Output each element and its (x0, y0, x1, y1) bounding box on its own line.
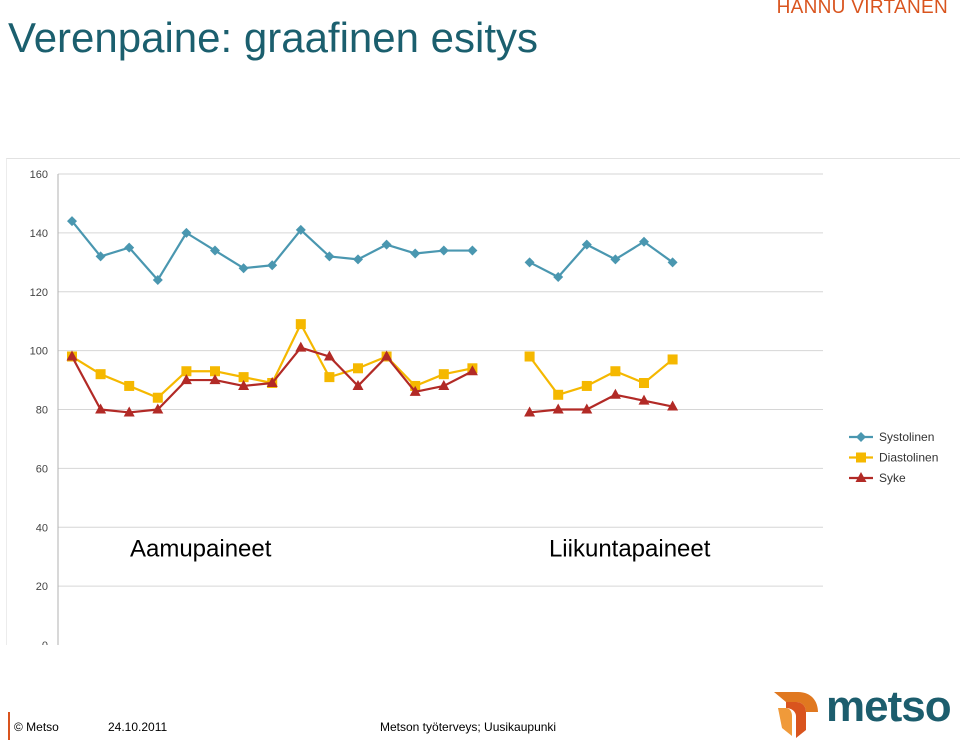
data-point-systolinen (295, 224, 306, 235)
data-point-systolinen (553, 272, 564, 283)
data-point-systolinen (67, 216, 77, 227)
data-point-diastolinen (124, 380, 135, 391)
legend-marker-syke (855, 472, 867, 482)
data-point-diastolinen (524, 351, 535, 362)
data-point-systolinen (381, 239, 392, 250)
logo-wordmark: metso (826, 682, 952, 731)
data-point-diastolinen (610, 366, 621, 377)
data-point-systolinen (410, 248, 421, 259)
data-point-syke (152, 403, 164, 414)
series-line-systolinen (71, 220, 473, 282)
data-point-systolinen (353, 254, 363, 265)
y-tick-label: 20 (36, 581, 48, 593)
series-line-diastolinen (528, 355, 674, 396)
data-point-systolinen (610, 254, 621, 265)
data-point-diastolinen (438, 369, 449, 380)
data-point-syke (209, 374, 221, 385)
data-point-diastolinen (353, 363, 363, 374)
data-point-systolinen (524, 257, 535, 268)
metso-logo-icon (774, 692, 818, 738)
data-point-systolinen (438, 245, 449, 256)
y-tick-label: 40 (36, 522, 48, 534)
y-tick-label: 100 (30, 346, 48, 358)
footer-copyright: © Metso (14, 720, 59, 734)
data-point-diastolinen (581, 380, 592, 391)
data-point-systolinen (667, 257, 678, 268)
data-point-systolinen (639, 236, 649, 247)
footer-organization: Metson työterveys; Uusikaupunki (380, 720, 557, 734)
data-point-systolinen (124, 242, 135, 253)
data-point-syke (123, 406, 135, 417)
legend-marker-diastolinen (856, 452, 866, 463)
data-point-syke (352, 379, 364, 390)
y-tick-label: 60 (36, 463, 48, 475)
legend-label-diastolinen: Diastolinen (879, 451, 938, 465)
data-point-syke (667, 400, 679, 411)
data-point-systolinen (152, 274, 163, 285)
data-point-syke (266, 377, 278, 388)
legend-label-syke: Syke (879, 471, 906, 485)
data-point-syke (409, 385, 421, 396)
data-point-syke (466, 365, 478, 376)
data-point-systolinen (581, 239, 592, 250)
data-point-diastolinen (95, 369, 106, 380)
metso-logo: metso (768, 682, 958, 742)
data-point-diastolinen (238, 372, 249, 383)
data-point-systolinen (267, 260, 278, 271)
data-point-syke (66, 350, 78, 361)
annotation-label: Aamupaineet (130, 536, 272, 563)
annotation-label: Liikuntapaineet (549, 536, 711, 563)
blood-pressure-chart: 0 20 40 60 80 100 120 140 160 Aamupaineet Liikunta… (30, 169, 938, 645)
chart-area: 0 20 40 60 80 100 120 140 160 Aamupaineet Liikunta… (6, 158, 960, 645)
data-point-syke (552, 403, 564, 414)
data-point-syke (323, 350, 335, 361)
data-point-syke (95, 403, 107, 414)
data-point-syke (609, 388, 621, 399)
footer-accent-bar (8, 712, 10, 740)
data-point-systolinen (210, 245, 220, 256)
data-point-syke (238, 379, 250, 390)
data-point-diastolinen (152, 392, 163, 403)
y-tick-label: 80 (36, 405, 48, 417)
data-point-diastolinen (210, 366, 220, 377)
data-point-syke (180, 374, 192, 385)
slide-title: Verenpaine: graafinen esitys (8, 14, 539, 61)
footer-date: 24.10.2011 (108, 720, 168, 734)
y-tick-label: 120 (30, 287, 48, 299)
data-point-syke (638, 394, 650, 405)
y-tick-label: 160 (30, 169, 48, 181)
data-point-diastolinen (667, 354, 678, 365)
legend-marker-systolinen (856, 432, 866, 442)
data-point-systolinen (95, 251, 106, 262)
legend-label-systolinen: Systolinen (879, 430, 934, 444)
data-point-diastolinen (639, 378, 649, 389)
series-line-systolinen (529, 240, 674, 279)
series-line-syke (529, 393, 673, 414)
data-point-syke (295, 341, 307, 352)
y-tick-label: 140 (30, 228, 48, 240)
data-point-syke (524, 406, 536, 417)
data-point-systolinen (181, 227, 192, 238)
data-point-syke (381, 350, 393, 361)
data-point-systolinen (467, 245, 478, 256)
data-point-diastolinen (553, 389, 564, 400)
data-point-syke (438, 379, 450, 390)
data-point-diastolinen (181, 366, 192, 377)
data-point-syke (581, 403, 593, 414)
data-point-diastolinen (324, 372, 335, 383)
author-name: HANNU VIRTANEN (776, 0, 948, 18)
data-point-diastolinen (295, 319, 306, 330)
data-point-systolinen (324, 251, 335, 262)
data-point-systolinen (238, 263, 249, 274)
y-tick-label: 0 (42, 640, 48, 645)
